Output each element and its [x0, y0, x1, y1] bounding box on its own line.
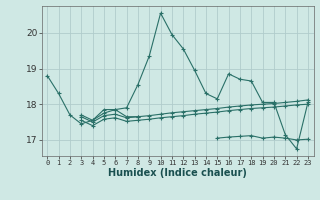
X-axis label: Humidex (Indice chaleur): Humidex (Indice chaleur): [108, 168, 247, 178]
